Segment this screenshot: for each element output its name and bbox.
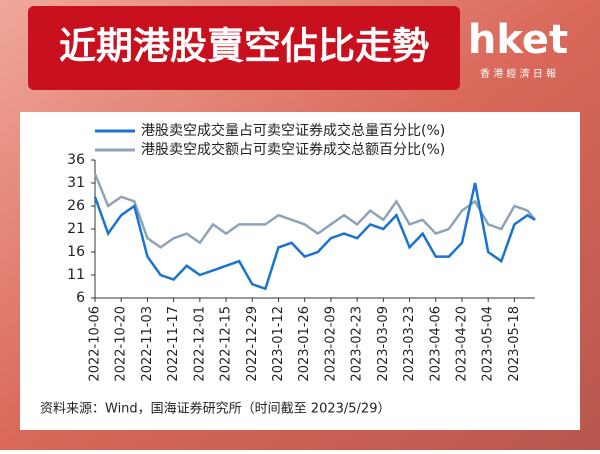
logo: hket <box>468 17 568 63</box>
legend-label: 港股卖空成交额占可卖空证券成交总额百分比(%) <box>141 141 445 158</box>
y-tick-label: 6 <box>76 290 85 306</box>
y-tick-label: 36 <box>67 152 85 168</box>
x-tick-label: 2022-10-06 <box>88 306 103 382</box>
y-tick-label: 21 <box>67 221 85 237</box>
x-tick-label: 2023-05-04 <box>481 306 496 382</box>
legend-label: 港股卖空成交量占可卖空证券成交总量百分比(%) <box>141 122 445 139</box>
y-tick-label: 16 <box>67 244 85 260</box>
banner-title: 近期港股賣空佔比走勢 <box>59 25 429 68</box>
title-banner <box>28 6 460 90</box>
x-tick-label: 2023-04-06 <box>428 306 443 382</box>
x-tick-label: 2022-10-20 <box>114 306 129 382</box>
x-tick-label: 2023-04-20 <box>454 306 469 382</box>
x-tick-label: 2023-03-09 <box>376 306 391 382</box>
x-tick-label: 2023-03-23 <box>402 306 417 382</box>
x-tick-label: 2022-11-03 <box>140 306 155 382</box>
series-line <box>93 173 536 249</box>
x-tick-label: 2023-01-26 <box>297 306 312 382</box>
x-tick-label: 2023-05-18 <box>507 306 522 382</box>
y-tick-label: 11 <box>67 267 85 283</box>
y-tick-label: 26 <box>67 198 85 214</box>
x-tick-label: 2023-02-09 <box>323 306 338 382</box>
x-tick-label: 2023-01-12 <box>271 306 286 382</box>
x-tick-label: 2022-12-29 <box>245 306 260 382</box>
chart-panel <box>20 112 580 430</box>
source-note: 资料来源：Wind，国海证券研究所（时间截至 2023/5/29） <box>40 401 390 417</box>
y-tick-label: 31 <box>67 175 85 191</box>
x-tick-label: 2022-11-17 <box>166 306 181 382</box>
series-line <box>93 182 536 291</box>
x-tick-label: 2022-12-15 <box>219 306 234 382</box>
x-tick-label: 2023-02-23 <box>350 306 365 382</box>
x-tick-label: 2022-12-01 <box>192 306 207 382</box>
logo-subtitle: 香 港 經 濟 日 報 <box>480 67 556 80</box>
